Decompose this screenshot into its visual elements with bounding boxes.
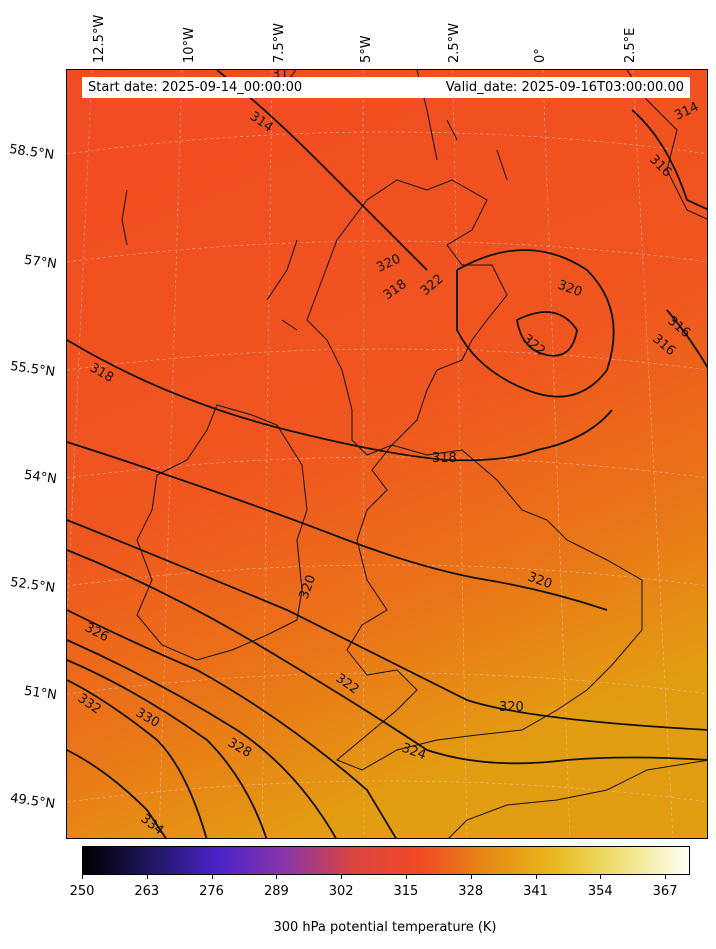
lon-label: 5°W	[359, 35, 374, 63]
colorbar-tick	[405, 875, 407, 879]
contour-label: 320	[499, 700, 524, 715]
colorbar-tick	[341, 875, 343, 879]
contour-330	[67, 659, 268, 838]
scotland-coast	[306, 179, 508, 456]
lat-label: 51°N	[23, 683, 58, 704]
lon-label: 0°	[533, 48, 548, 63]
contour-322-loop	[516, 311, 578, 357]
map-panel: 312 314 314 316 316 316 318 318 318 320 …	[66, 69, 708, 839]
colorbar-tick-label: 276	[199, 884, 224, 899]
start-date-label: Start date: 2025-09-14_00:00:00	[88, 80, 303, 95]
contour-332	[67, 679, 208, 838]
contour-318	[67, 339, 613, 462]
hebrides	[121, 189, 298, 331]
england-coast	[336, 444, 643, 771]
lon-label: 2.5°W	[447, 22, 462, 63]
colorbar-tick-label: 328	[458, 884, 484, 899]
lat-label: 54°N	[23, 467, 58, 488]
colorbar-tick-label: 289	[263, 884, 289, 899]
graticule	[67, 70, 707, 838]
colorbar	[82, 846, 690, 875]
lon-label: 7.5°W	[272, 22, 287, 63]
colorbar-tick	[211, 875, 213, 879]
date-info-box: Start date: 2025-09-14_00:00:00 Valid_da…	[82, 77, 690, 98]
lat-label: 55.5°N	[9, 358, 56, 381]
ireland-coast	[136, 404, 308, 661]
lat-label: 52.5°N	[9, 574, 56, 597]
lat-label: 49.5°N	[9, 790, 56, 813]
contour-328	[67, 639, 337, 838]
contour-316-ne	[631, 109, 707, 211]
contour-324	[67, 549, 707, 765]
contour-334	[67, 749, 167, 838]
contour-322-south	[67, 519, 707, 731]
lat-label: 58.5°N	[8, 141, 55, 164]
contour-316-e	[666, 309, 707, 369]
temperature-field	[67, 70, 707, 838]
coastlines	[121, 70, 707, 838]
colorbar-tick	[665, 875, 667, 879]
contour-label: 318	[432, 451, 457, 466]
colorbar-tick-label: 354	[587, 884, 613, 899]
colorbar-tick	[470, 875, 472, 879]
lon-label: 2.5°E	[623, 27, 638, 63]
colorbar-tick	[535, 875, 537, 879]
contour-320-loop	[456, 249, 615, 398]
valid-date-label: Valid_date: 2025-09-16T03:00:00.00	[445, 80, 684, 95]
lat-label: 57°N	[23, 252, 58, 273]
france-coast	[448, 759, 707, 838]
contour-326	[67, 609, 397, 838]
colorbar-tick-label: 341	[523, 884, 548, 899]
colorbar-tick-label: 250	[69, 884, 95, 899]
colorbar-tick	[276, 875, 278, 879]
colorbar-tick	[600, 875, 602, 879]
lon-label: 12.5°W	[92, 14, 107, 63]
colorbar-tick-label: 367	[652, 884, 678, 899]
map-canvas: 312 314 314 316 316 316 318 318 318 320 …	[67, 70, 707, 838]
contours	[67, 70, 707, 838]
colorbar-tick-label: 263	[134, 884, 160, 899]
colorbar-tick-label: 302	[328, 884, 354, 899]
colorbar-tick	[146, 875, 148, 879]
colorbar-title: 300 hPa potential temperature (K)	[273, 920, 497, 935]
colorbar-tick	[82, 875, 83, 879]
colorbar-tick-label: 315	[393, 884, 419, 899]
lon-label: 10°W	[182, 27, 197, 63]
contour-320-south	[67, 441, 608, 611]
